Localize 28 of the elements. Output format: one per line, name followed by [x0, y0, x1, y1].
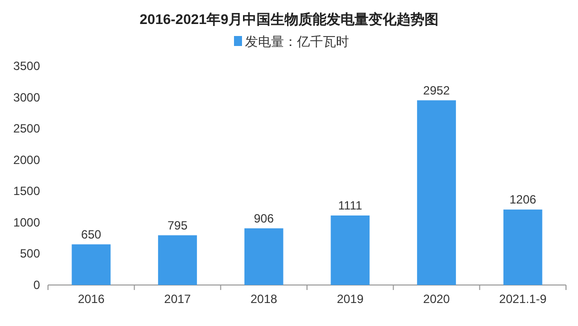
- y-tick-label: 0: [33, 278, 40, 292]
- y-tick-label: 1500: [13, 184, 40, 198]
- data-label: 906: [254, 211, 274, 226]
- chart-title: 2016-2021年9月中国生物质能发电量变化趋势图: [140, 11, 438, 27]
- x-tick-label: 2019: [336, 292, 364, 306]
- bar: [330, 215, 370, 285]
- y-tick-label: 1000: [13, 215, 40, 230]
- data-label: 795: [167, 218, 188, 232]
- bar: [244, 228, 284, 285]
- y-tick-label: 500: [20, 246, 40, 261]
- bar: [503, 210, 542, 285]
- y-tick-label: 2000: [13, 152, 40, 167]
- data-label: 1111: [338, 198, 362, 212]
- x-tick-label: 2021.1-9: [499, 292, 547, 306]
- y-tick-label: 3000: [13, 90, 40, 104]
- x-tick-label: 2017: [164, 292, 192, 306]
- bar: [72, 244, 111, 285]
- data-label: 650: [81, 227, 102, 242]
- y-tick-label: 3500: [13, 59, 40, 73]
- data-label: 1206: [509, 192, 537, 207]
- x-tick-label: 2018: [250, 292, 278, 306]
- x-tick-label: 2016: [78, 292, 105, 306]
- x-tick-label: 2020: [423, 292, 450, 306]
- bar: [158, 235, 197, 285]
- y-tick-label: 2500: [13, 122, 40, 136]
- bar: [417, 100, 456, 285]
- legend-label: 发电量：亿千瓦时: [245, 34, 349, 49]
- data-label: 2952: [423, 83, 450, 98]
